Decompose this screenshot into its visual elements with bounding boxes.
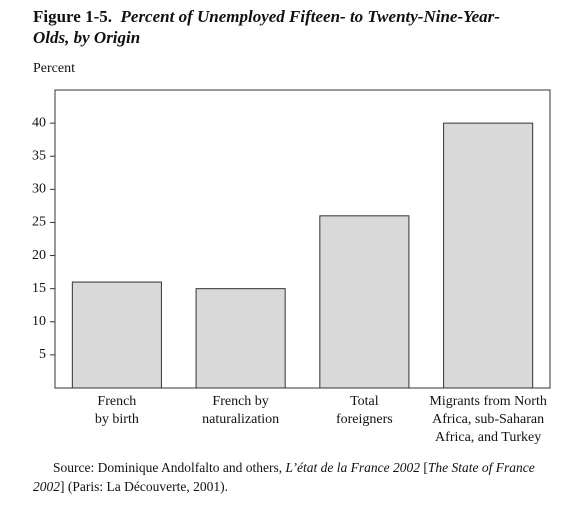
- bar: [195, 288, 286, 389]
- y-tick-label: 40: [32, 115, 46, 130]
- x-tick-label: Total: [350, 394, 379, 409]
- source-text: Source: Dominique Andolfalto and others,: [53, 460, 286, 475]
- y-tick-label: 25: [32, 215, 46, 230]
- x-tick-label: Migrants from North: [429, 394, 546, 409]
- y-tick-label: 20: [32, 248, 46, 263]
- plot-frame: [54, 89, 551, 389]
- y-tick-label: 35: [32, 148, 46, 163]
- x-tick-label: naturalization: [202, 412, 279, 427]
- x-tick-label: Africa, sub-Saharan: [432, 412, 544, 427]
- y-tick-label: 5: [39, 347, 46, 362]
- source-text: [: [419, 460, 428, 475]
- x-tick-label: French by: [212, 394, 268, 409]
- bar: [443, 122, 534, 389]
- source-note: Source: Dominique Andolfalto and others,…: [33, 458, 558, 496]
- y-axis-label: Percent: [33, 61, 75, 76]
- x-tick-label: foreigners: [336, 412, 393, 427]
- title-text: Percent of Unemployed Fifteen- to Twenty…: [33, 7, 500, 47]
- y-tick-label: 30: [32, 182, 46, 197]
- x-tick-label: Africa, and Turkey: [435, 430, 541, 445]
- source-text: ] (Paris: La Découverte, 2001).: [60, 479, 228, 494]
- figure-label: Figure 1-5.: [33, 7, 113, 26]
- bar: [71, 281, 162, 389]
- x-tick-label: by birth: [95, 412, 139, 427]
- chart-title: Figure 1-5. Percent of Unemployed Fiftee…: [33, 6, 528, 48]
- y-tick-label: 15: [32, 281, 46, 296]
- source-title: The State of France 2002: [33, 460, 535, 494]
- x-tick-label: French: [97, 394, 136, 409]
- bar: [319, 215, 410, 389]
- source-title: L’état de la France 2002: [285, 460, 420, 475]
- y-tick-label: 10: [32, 314, 46, 329]
